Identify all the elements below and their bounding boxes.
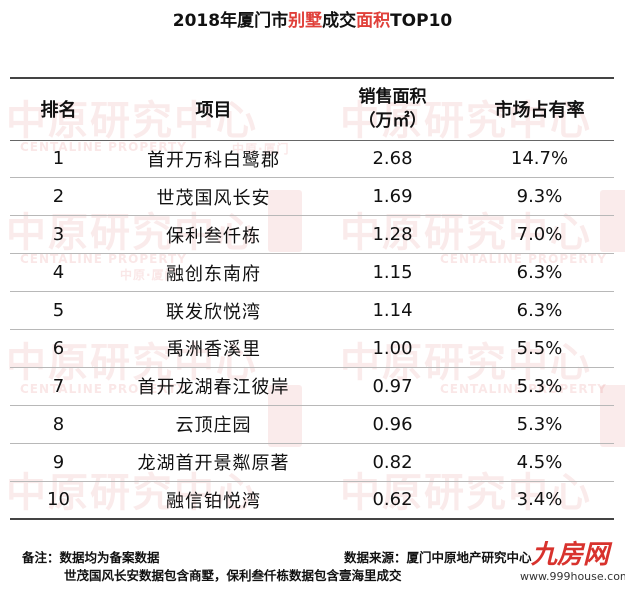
header-sales-area-unit: （万㎡） [358,111,427,132]
footer-notes: 备注：数据均为备案数据 世茂国风长安数据包含商墅，保利叁仟栋数据包含壹海里成交 [22,549,402,585]
header-rank: 排名 [10,77,107,141]
header-sales-area-line1: 销售面积 [358,87,427,108]
logo-mark: 九房网 [530,540,609,570]
cell-area: 0.82 [320,443,465,482]
cell-rank: 1 [10,140,107,179]
cell-project: 保利叁仟栋 [107,215,320,255]
cell-share: 6.3% [465,253,614,293]
cell-area: 1.69 [320,177,465,217]
cell-share: 5.5% [465,329,614,368]
cell-share: 5.3% [465,405,614,444]
header-project: 项目 [107,77,320,141]
table-header-row: 排名 项目 销售面积 （万㎡） 市场占有率 [10,77,614,141]
page-title: 2018年厦门市别墅成交面积TOP10 [0,0,625,40]
cell-share: 4.5% [465,443,614,482]
title-highlight-villa: 别墅 [288,11,323,31]
cell-project: 龙湖首开景粼原著 [107,443,320,482]
cell-project: 世茂国风长安 [107,177,320,217]
cell-rank: 3 [10,215,107,255]
cell-share: 5.3% [465,367,614,406]
cell-rank: 10 [10,481,107,520]
logo-url: www.999house.com [520,570,625,583]
ranking-table: 排名 项目 销售面积 （万㎡） 市场占有率 1 首开万科白鹭郡 2.68 14.… [10,77,614,520]
cell-rank: 7 [10,367,107,406]
cell-area: 2.68 [320,140,465,179]
cell-project: 首开龙湖春江彼岸 [107,367,320,406]
cell-share: 14.7% [465,140,614,179]
cell-rank: 2 [10,177,107,217]
cell-project: 联发欣悦湾 [107,291,320,330]
data-source: 数据来源：厦门中原地产研究中心 [344,550,532,565]
cell-share: 7.0% [465,215,614,255]
footer-note-line1: 备注：数据均为备案数据 [22,549,402,567]
cell-rank: 8 [10,405,107,444]
cell-project: 云顶庄园 [107,405,320,444]
cell-area: 1.00 [320,329,465,368]
cell-area: 1.14 [320,291,465,330]
site-logo: 九房网 www.999house.com [520,540,625,583]
title-suffix: TOP10 [390,11,453,31]
header-market-share: 市场占有率 [465,77,614,141]
table-row: 6 禹洲香溪里 1.00 5.5% [10,329,614,368]
cell-project: 首开万科白鹭郡 [107,140,320,179]
table-row: 7 首开龙湖春江彼岸 0.97 5.3% [10,367,614,406]
cell-project: 融创东南府 [107,253,320,293]
cell-rank: 4 [10,253,107,293]
table-row: 8 云顶庄园 0.96 5.3% [10,405,614,444]
cell-area: 0.62 [320,481,465,520]
note-label: 备注： [22,550,60,565]
note-text-2: 世茂国风长安数据包含商墅，保利叁仟栋数据包含壹海里成交 [64,568,402,583]
table-row: 5 联发欣悦湾 1.14 6.3% [10,291,614,330]
cell-area: 0.96 [320,405,465,444]
cell-share: 9.3% [465,177,614,217]
cell-rank: 5 [10,291,107,330]
cell-rank: 6 [10,329,107,368]
table-row: 9 龙湖首开景粼原著 0.82 4.5% [10,443,614,482]
cell-share: 6.3% [465,291,614,330]
title-prefix: 2018年厦门市 [172,11,289,31]
cell-project: 融信铂悦湾 [107,481,320,520]
cell-project: 禹洲香溪里 [107,329,320,368]
cell-area: 1.28 [320,215,465,255]
title-highlight-area: 面积 [356,11,391,31]
table-row: 1 首开万科白鹭郡 2.68 14.7% [10,140,614,179]
cell-share: 3.4% [465,481,614,520]
table-row: 10 融信铂悦湾 0.62 3.4% [10,481,614,520]
header-sales-area: 销售面积 （万㎡） [320,77,465,141]
note-text-1: 数据均为备案数据 [59,550,160,565]
cell-area: 0.97 [320,367,465,406]
cell-area: 1.15 [320,253,465,293]
table-row: 4 融创东南府 1.15 6.3% [10,253,614,293]
title-middle: 成交 [322,11,357,31]
table-row: 2 世茂国风长安 1.69 9.3% [10,177,614,217]
cell-rank: 9 [10,443,107,482]
table-row: 3 保利叁仟栋 1.28 7.0% [10,215,614,255]
